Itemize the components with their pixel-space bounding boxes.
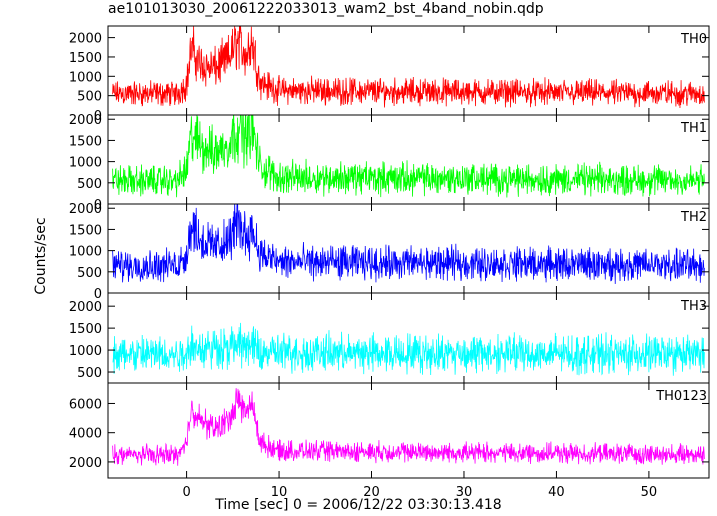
- panel-frame-th3: [107, 292, 710, 384]
- x-tick-label: 20: [363, 485, 380, 500]
- y-tick-label: 1500: [69, 134, 102, 149]
- y-tick-label: 2000: [69, 113, 102, 128]
- y-tick-label: 4000: [69, 427, 102, 442]
- y-tick-label: 2000: [69, 456, 102, 471]
- y-tick-label: 0: [94, 198, 102, 213]
- y-tick-label: 1000: [69, 245, 102, 260]
- y-tick-label: 500: [77, 366, 102, 381]
- panel-frame-th0123: [107, 382, 710, 479]
- series-label-th3: TH3: [680, 299, 707, 314]
- y-tick-label: 0: [94, 287, 102, 302]
- y-tick-label: 500: [77, 266, 102, 281]
- x-axis-label: Time [sec] 0 = 2006/12/22 03:30:13.418: [215, 497, 502, 513]
- panel-frame-th2: [107, 203, 710, 294]
- series-line-th0: [112, 26, 705, 109]
- series-line-th2: [112, 204, 705, 284]
- y-tick-label: 2000: [69, 300, 102, 315]
- x-tick-label: 40: [548, 485, 565, 500]
- series-label-th0123: TH0123: [655, 389, 707, 404]
- y-axis-label: Counts/sec: [33, 217, 49, 295]
- y-tick-label: 6000: [69, 397, 102, 412]
- y-tick-label: 500: [77, 90, 102, 105]
- chart-title: ae101013030_20061222033013_wam2_bst_4ban…: [108, 1, 544, 17]
- series-line-th1: [112, 115, 705, 198]
- y-tick-label: 2000: [69, 202, 102, 217]
- y-tick-label: 1000: [69, 156, 102, 171]
- y-tick-label: 0: [94, 109, 102, 124]
- y-tick-label: 1000: [69, 344, 102, 359]
- y-tick-label: 500: [77, 177, 102, 192]
- x-tick-label: 50: [641, 485, 658, 500]
- x-tick-label: 0: [182, 485, 190, 500]
- y-tick-label: 2000: [69, 32, 102, 47]
- y-tick-label: 1500: [69, 322, 102, 337]
- series-label-th0: TH0: [680, 32, 707, 47]
- y-tick-label: 1500: [69, 223, 102, 238]
- x-tick-label: 30: [456, 485, 473, 500]
- series-label-th1: TH1: [680, 121, 707, 136]
- series-label-th2: TH2: [680, 210, 707, 225]
- series-line-th0123: [112, 388, 705, 466]
- x-tick-label: 10: [271, 485, 288, 500]
- y-tick-label: 1500: [69, 51, 102, 66]
- y-tick-label: 1000: [69, 70, 102, 85]
- series-line-th3: [112, 322, 705, 376]
